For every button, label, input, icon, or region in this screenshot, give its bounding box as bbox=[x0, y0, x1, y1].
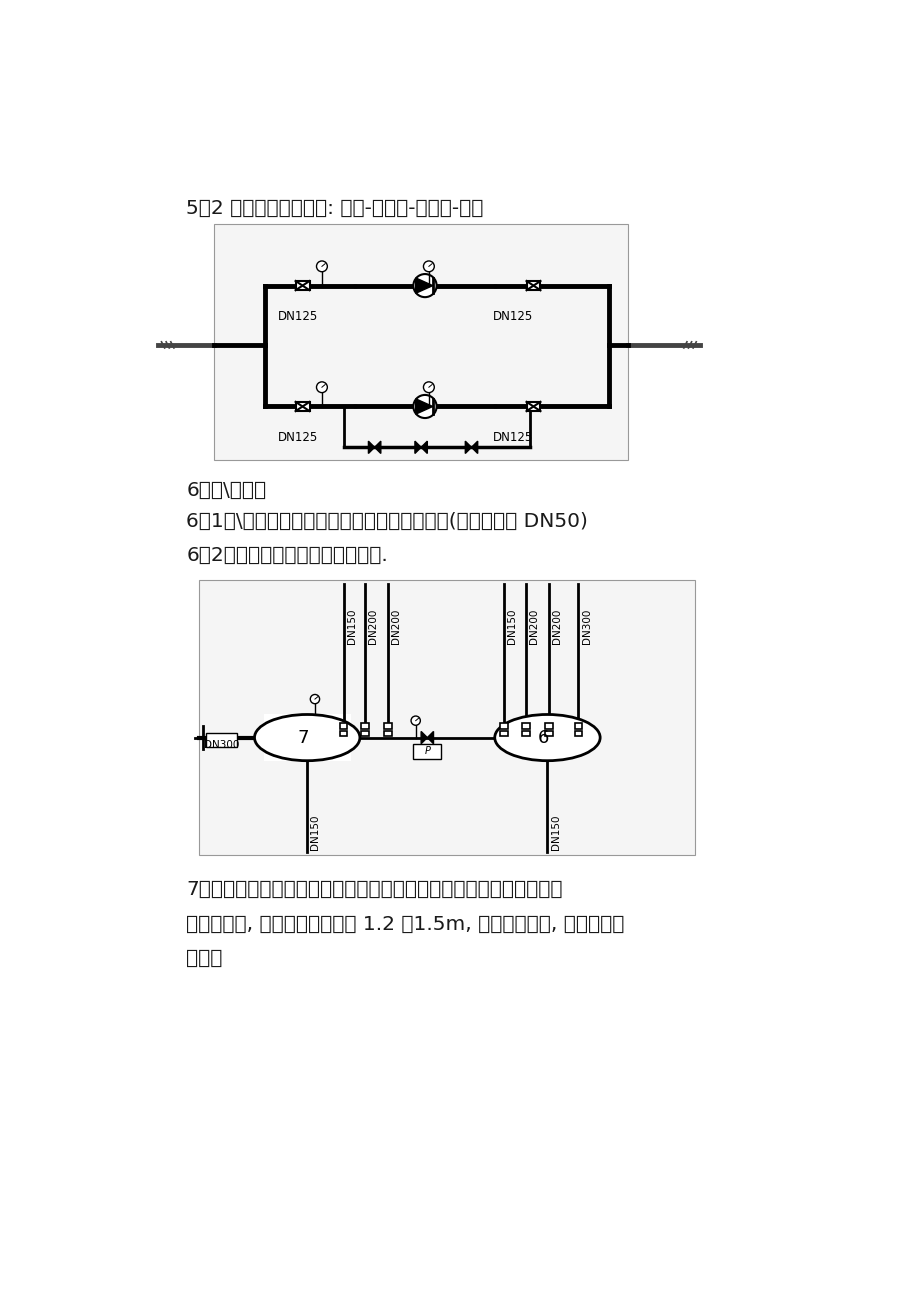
Ellipse shape bbox=[255, 715, 359, 760]
Text: DN125: DN125 bbox=[278, 310, 318, 323]
Text: DN150: DN150 bbox=[310, 815, 320, 850]
Bar bbox=[574, 730, 582, 737]
Bar bbox=[521, 730, 529, 737]
Text: 6、分\集水器: 6、分\集水器 bbox=[186, 482, 267, 500]
Bar bbox=[545, 724, 552, 729]
Polygon shape bbox=[426, 732, 433, 743]
Circle shape bbox=[413, 273, 437, 297]
Polygon shape bbox=[471, 441, 477, 453]
Bar bbox=[526, 402, 539, 411]
Bar bbox=[264, 715, 350, 760]
Bar bbox=[361, 724, 369, 729]
Bar bbox=[413, 743, 441, 759]
Text: 5、2 水泵出水管依次接: 软接-压力表-止回阀-蝶阀: 5、2 水泵出水管依次接: 软接-压力表-止回阀-蝶阀 bbox=[186, 199, 483, 217]
Polygon shape bbox=[465, 441, 471, 453]
Bar bbox=[545, 730, 552, 737]
Circle shape bbox=[310, 694, 319, 703]
Text: DN125: DN125 bbox=[493, 431, 533, 444]
Bar bbox=[500, 730, 507, 737]
Bar bbox=[500, 724, 507, 729]
Circle shape bbox=[413, 395, 437, 418]
Text: 7、各种仪表的位置：布置温度表，压力表及其他测量仪表应设于便于: 7、各种仪表的位置：布置温度表，压力表及其他测量仪表应设于便于 bbox=[186, 880, 562, 900]
Text: P: P bbox=[424, 746, 430, 756]
Polygon shape bbox=[415, 277, 432, 293]
Text: DN150: DN150 bbox=[550, 815, 560, 850]
Text: 6: 6 bbox=[538, 729, 549, 746]
Text: DN200: DN200 bbox=[368, 608, 378, 643]
Text: 平台。: 平台。 bbox=[186, 949, 222, 969]
Bar bbox=[339, 724, 347, 729]
Text: DN300: DN300 bbox=[581, 608, 591, 643]
Bar bbox=[206, 733, 237, 747]
Ellipse shape bbox=[494, 715, 599, 760]
Text: 6、1分\集水器之间加电动压差旁通阀和旁通管(管径一般取 DN50): 6、1分\集水器之间加电动压差旁通阀和旁通管(管径一般取 DN50) bbox=[186, 512, 587, 531]
Polygon shape bbox=[421, 732, 426, 743]
Polygon shape bbox=[374, 441, 380, 453]
Bar bbox=[339, 730, 347, 737]
Bar bbox=[199, 579, 694, 855]
Text: DN200: DN200 bbox=[551, 608, 562, 643]
Bar bbox=[574, 724, 582, 729]
Polygon shape bbox=[421, 441, 426, 453]
Text: DN200: DN200 bbox=[391, 608, 401, 643]
Circle shape bbox=[411, 716, 420, 725]
Circle shape bbox=[423, 260, 434, 272]
Circle shape bbox=[423, 381, 434, 393]
Text: 6、2集水器的回水管上应设温度计.: 6、2集水器的回水管上应设温度计. bbox=[186, 546, 388, 565]
Polygon shape bbox=[414, 441, 421, 453]
Bar bbox=[295, 402, 309, 411]
Bar bbox=[526, 281, 539, 290]
Bar bbox=[521, 724, 529, 729]
Text: DN150: DN150 bbox=[346, 608, 357, 643]
Bar bbox=[295, 281, 309, 290]
Text: DN150: DN150 bbox=[506, 608, 516, 643]
Bar bbox=[214, 224, 628, 461]
Text: 7: 7 bbox=[297, 729, 309, 746]
Circle shape bbox=[316, 260, 327, 272]
Bar bbox=[383, 724, 391, 729]
Text: DN125: DN125 bbox=[278, 431, 318, 444]
Circle shape bbox=[316, 381, 327, 393]
Polygon shape bbox=[415, 398, 432, 414]
Text: DN200: DN200 bbox=[528, 608, 539, 643]
Text: DN125: DN125 bbox=[493, 310, 533, 323]
Bar bbox=[383, 730, 391, 737]
Polygon shape bbox=[368, 441, 374, 453]
Text: DN300: DN300 bbox=[204, 740, 239, 750]
Text: 观察的地方, 阀门高度一般离地 1.2 －1.5m, 高于此高度时, 应设置工作: 观察的地方, 阀门高度一般离地 1.2 －1.5m, 高于此高度时, 应设置工作 bbox=[186, 915, 624, 934]
Bar bbox=[361, 730, 369, 737]
